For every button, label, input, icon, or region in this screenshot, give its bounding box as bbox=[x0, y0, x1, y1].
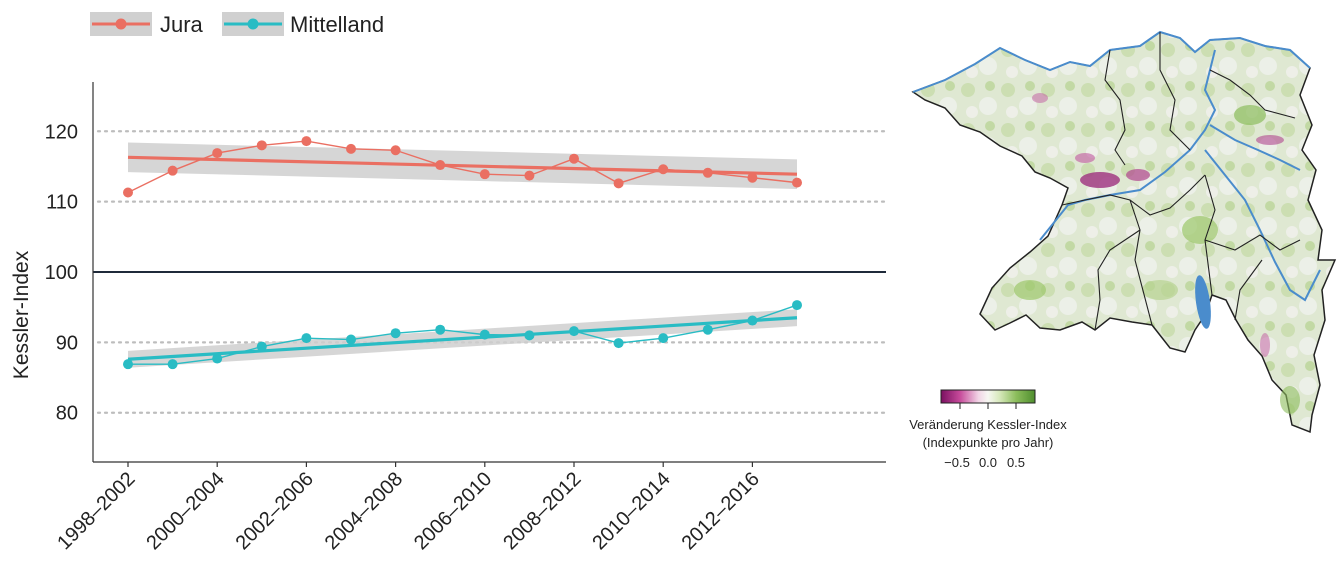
series-lines bbox=[127, 140, 798, 365]
legend: Jura Mittelland bbox=[90, 12, 384, 37]
river-limmat bbox=[1209, 124, 1301, 171]
data-point-mittelland bbox=[212, 353, 223, 364]
data-point-mittelland bbox=[702, 324, 713, 335]
x-tick-label: 2012–2016 bbox=[678, 468, 764, 554]
data-point-jura bbox=[346, 143, 356, 154]
data-point-jura bbox=[256, 140, 267, 151]
y-tick-label: 80 bbox=[56, 403, 78, 425]
district-border bbox=[1209, 69, 1296, 119]
data-points bbox=[123, 136, 802, 370]
colorbar-title-line1: Veränderung Kessler-Index bbox=[909, 417, 1067, 432]
district-border bbox=[1234, 259, 1263, 321]
x-tick-label: 2000–2004 bbox=[142, 468, 228, 554]
x-tick-label: 2004–2008 bbox=[321, 468, 407, 554]
district-border bbox=[1104, 49, 1126, 166]
lake-hallwil bbox=[1195, 275, 1211, 329]
district-border bbox=[1204, 174, 1216, 296]
map-spot bbox=[1234, 105, 1266, 125]
district-border bbox=[1204, 234, 1301, 251]
data-point-mittelland bbox=[747, 315, 758, 326]
y-tick-label: 120 bbox=[45, 121, 78, 143]
district-borders bbox=[1061, 32, 1301, 331]
colorbar-tick-label: 0.5 bbox=[1007, 455, 1025, 470]
district-border bbox=[1129, 199, 1153, 326]
data-point-mittelland bbox=[613, 338, 624, 349]
data-point-jura bbox=[301, 136, 312, 147]
colorbar-gradient bbox=[940, 389, 1036, 404]
data-point-jura bbox=[390, 145, 401, 156]
axes bbox=[92, 82, 886, 463]
colorbar-tick-label: −0.5 bbox=[944, 455, 970, 470]
x-tick-label: 1998–2002 bbox=[53, 468, 139, 554]
x-tick-label: 2006–2010 bbox=[410, 468, 496, 554]
map-spot bbox=[1142, 280, 1178, 300]
district-border bbox=[1094, 229, 1141, 331]
map-spot bbox=[1256, 135, 1284, 145]
data-point-jura bbox=[167, 165, 178, 176]
data-point-jura bbox=[123, 187, 133, 198]
legend-label-jura: Jura bbox=[160, 12, 204, 37]
river-rhine bbox=[912, 30, 1311, 93]
legend-item-mittelland: Mittelland bbox=[222, 12, 384, 37]
x-tick-label: 2008–2012 bbox=[499, 468, 585, 554]
map-aargau: Veränderung Kessler-Index (Indexpunkte p… bbox=[909, 30, 1337, 470]
data-point-mittelland bbox=[792, 300, 802, 311]
x-tick-labels: 1998–2002 2000–2004 2002–2006 2004–2008 2006… bbox=[53, 462, 764, 554]
data-point-mittelland bbox=[167, 359, 178, 370]
data-point-mittelland bbox=[256, 341, 267, 352]
colorbar-tick-label: 0.0 bbox=[979, 455, 997, 470]
data-point-mittelland bbox=[123, 359, 133, 370]
y-tick-label: 110 bbox=[46, 192, 78, 214]
data-point-jura bbox=[747, 172, 758, 183]
data-point-mittelland bbox=[390, 328, 401, 339]
data-point-jura bbox=[702, 167, 713, 178]
data-point-mittelland bbox=[569, 326, 579, 337]
data-point-mittelland bbox=[346, 334, 356, 345]
y-tick-label: 90 bbox=[56, 332, 78, 354]
district-border bbox=[1159, 32, 1191, 151]
map-spot bbox=[1280, 386, 1300, 414]
data-point-jura bbox=[435, 160, 446, 171]
colorbar: Veränderung Kessler-Index (Indexpunkte p… bbox=[909, 389, 1067, 470]
series-line-jura bbox=[127, 140, 798, 194]
map-spot bbox=[1182, 216, 1218, 244]
map-spot bbox=[1260, 333, 1270, 357]
legend-jura-marker bbox=[115, 18, 127, 30]
colorbar-title-line2: (Indexpunkte pro Jahr) bbox=[923, 435, 1054, 450]
plot-area: 80 90 100 110 120 1998–2002 2000–2004 2002–200… bbox=[10, 82, 886, 554]
data-point-mittelland bbox=[658, 333, 669, 344]
y-tick-label: 100 bbox=[45, 262, 78, 284]
x-tick-label: 2002–2006 bbox=[232, 468, 318, 554]
trend-bands bbox=[128, 142, 797, 368]
map-spot bbox=[1075, 153, 1095, 163]
data-point-mittelland bbox=[479, 329, 490, 340]
data-point-jura bbox=[658, 164, 669, 175]
trend-line-mittelland bbox=[127, 316, 798, 361]
data-point-mittelland bbox=[524, 330, 535, 341]
series-line-mittelland bbox=[128, 304, 798, 365]
map-spot bbox=[1080, 172, 1120, 188]
map-spot bbox=[1014, 280, 1046, 300]
data-point-mittelland bbox=[301, 333, 312, 344]
data-point-jura bbox=[569, 153, 579, 164]
map-change-spots bbox=[1014, 93, 1300, 414]
y-tick-labels: 80 90 100 110 120 bbox=[45, 121, 78, 424]
river-reuss bbox=[1204, 149, 1321, 302]
data-point-jura bbox=[524, 170, 535, 181]
data-point-jura bbox=[212, 148, 223, 159]
legend-label-mittelland: Mittelland bbox=[290, 12, 384, 37]
district-border bbox=[1061, 174, 1206, 216]
data-point-jura bbox=[479, 169, 490, 180]
data-point-mittelland bbox=[435, 324, 446, 335]
map-region-shape bbox=[911, 31, 1337, 434]
x-tick-label: 2010–2014 bbox=[588, 468, 674, 554]
y-axis-label: Kessler-Index bbox=[10, 250, 33, 379]
map-spot bbox=[1032, 93, 1048, 103]
legend-mittelland-marker bbox=[247, 18, 259, 30]
map-spot bbox=[1126, 169, 1150, 181]
data-point-jura bbox=[792, 177, 802, 188]
legend-item-jura: Jura bbox=[90, 12, 204, 37]
data-point-jura bbox=[613, 178, 624, 189]
